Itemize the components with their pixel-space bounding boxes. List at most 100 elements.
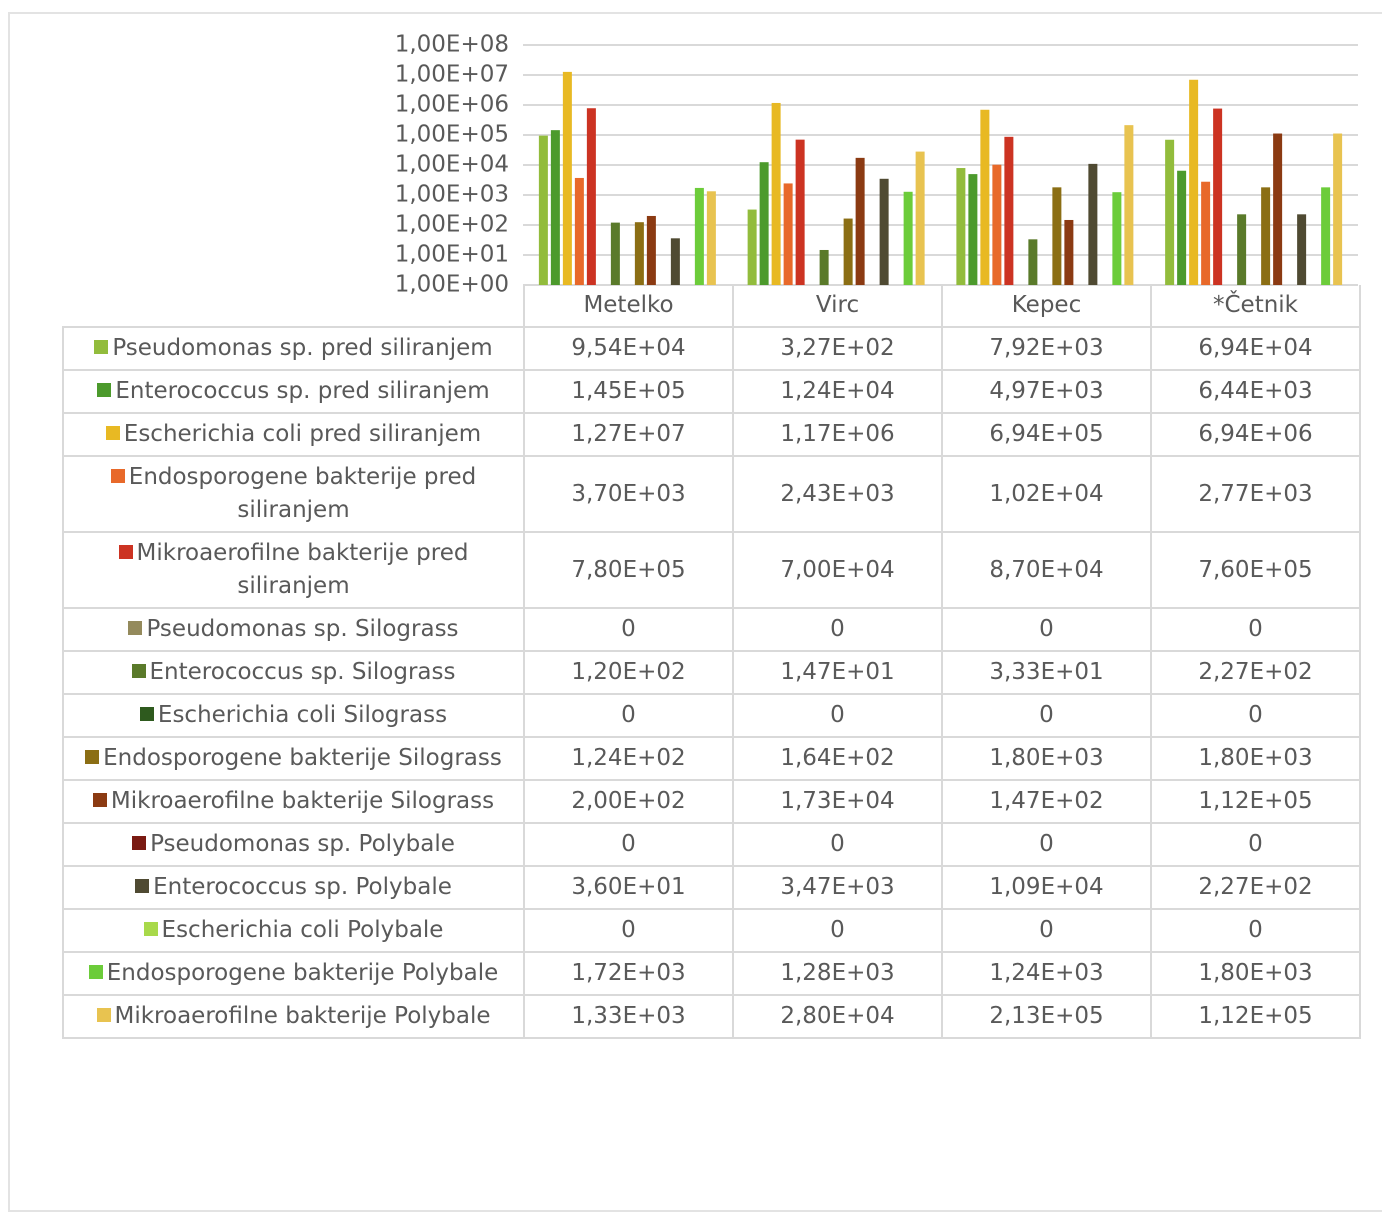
legend-swatch [105, 426, 120, 440]
legend-label: Enterococcus sp. Polybale [153, 874, 452, 900]
x-tick-label: Metelko [523, 285, 734, 328]
legend-cell: Escherichia coli Polybale [62, 908, 525, 953]
x-tick-label: Kepec [941, 285, 1152, 328]
bar [956, 168, 966, 285]
legend-label: Mikroaerofilne bakterije Polybale [114, 1003, 491, 1029]
bar [1064, 219, 1074, 285]
data-label: 2,27E+02 [1150, 865, 1361, 910]
data-label: 6,94E+04 [1150, 326, 1361, 371]
data-label: 1,24E+03 [941, 951, 1152, 996]
legend-swatch [139, 707, 154, 721]
data-label: 1,72E+03 [523, 951, 734, 996]
data-label: 0 [732, 607, 943, 652]
table-row: Enterococcus sp. Silograss 1,20E+02 1,47E+… [62, 650, 1361, 695]
data-label: 0 [941, 822, 1152, 867]
data-label: 1,33E+03 [523, 994, 734, 1039]
data-label: 0 [941, 607, 1152, 652]
data-label: 1,73E+04 [732, 779, 943, 824]
bar [795, 139, 805, 285]
data-label: 1,27E+07 [523, 412, 734, 457]
legend-cell: Enterococcus sp. Silograss [62, 650, 525, 695]
bar [992, 164, 1002, 285]
data-label: 8,70E+04 [941, 531, 1152, 609]
data-label: 4,97E+03 [941, 369, 1152, 414]
bar [1004, 136, 1014, 285]
x-tick-label: *Četnik [1150, 285, 1361, 328]
data-label: 6,94E+05 [941, 412, 1152, 457]
data-label: 1,24E+04 [732, 369, 943, 414]
data-label: 7,00E+04 [732, 531, 943, 609]
bar [1052, 187, 1062, 285]
legend-label: Endosporogene bakterije Silograss [103, 745, 502, 771]
table-row: Mikroaerofilne bakterije Polybale 1,33E+0… [62, 994, 1361, 1039]
bar [634, 222, 644, 285]
legend-label: Escherichia coli pred siliranjem [123, 421, 482, 447]
bar [1112, 192, 1122, 285]
bar [562, 71, 572, 285]
data-label: 6,44E+03 [1150, 369, 1361, 414]
header-row: Metelko Virc Kepec *Četnik [63, 285, 1361, 328]
data-label: 1,80E+03 [1150, 951, 1361, 996]
legend-swatch [135, 879, 150, 893]
legend-swatch [143, 922, 158, 936]
data-label: 3,70E+03 [523, 455, 734, 533]
bar [1297, 214, 1307, 285]
legend-cell: Endosporogene bakterije Polybale [62, 951, 525, 996]
legend-cell: Pseudomonas sp. Polybale [62, 822, 525, 867]
data-label: 0 [1150, 822, 1361, 867]
data-label: 1,28E+03 [732, 951, 943, 996]
data-label: 0 [732, 822, 943, 867]
legend-swatch [92, 793, 107, 807]
data-label: 2,43E+03 [732, 455, 943, 533]
data-label: 1,47E+02 [941, 779, 1152, 824]
legend-swatch [131, 664, 146, 678]
data-label: 0 [732, 908, 943, 953]
y-tick-label: 1,00E+00 [395, 272, 509, 298]
table-row: Pseudomonas sp. pred siliranjem 9,54E+04 3… [62, 326, 1361, 371]
data-label: 0 [732, 693, 943, 738]
bar [1189, 79, 1199, 285]
legend-label: Enterococcus sp. pred siliranjem [115, 378, 490, 404]
bar [1273, 133, 1283, 285]
legend-cell: Mikroaerofilne bakterije Silograss [62, 779, 525, 824]
data-label: 2,13E+05 [941, 994, 1152, 1039]
legend-cell: Mikroaerofilne bakterije pred siliranjem [62, 531, 525, 609]
data-label: 7,92E+03 [941, 326, 1152, 371]
table-row: Pseudomonas sp. Silograss 0 0 0 0 [62, 607, 1361, 652]
x-tick-label: Virc [732, 285, 943, 328]
data-label: 0 [1150, 693, 1361, 738]
table-row: Escherichia coli pred siliranjem 1,27E+07… [62, 412, 1361, 457]
table-row: Enterococcus sp. pred siliranjem 1,45E+05… [62, 369, 1361, 414]
data-label: 1,47E+01 [732, 650, 943, 695]
bar [1201, 181, 1211, 285]
data-label: 2,77E+03 [1150, 455, 1361, 533]
legend-swatch [94, 340, 109, 354]
bar [610, 222, 620, 285]
table-row: Endosporogene bakterije pred siliranjem 3… [62, 455, 1361, 533]
table-row: Mikroaerofilne bakterije pred siliranjem… [62, 531, 1361, 609]
blank-cell [63, 285, 524, 327]
legend-label: Endosporogene bakterije pred siliranjem [128, 464, 477, 523]
bar [819, 249, 829, 285]
data-label: 1,80E+03 [1150, 736, 1361, 781]
bar [771, 102, 781, 285]
data-label: 1,12E+05 [1150, 994, 1361, 1039]
data-label: 1,20E+02 [523, 650, 734, 695]
legend-cell: Endosporogene bakterije Silograss [62, 736, 525, 781]
data-label: 2,80E+04 [732, 994, 943, 1039]
bar [879, 178, 889, 285]
legend-cell: Escherichia coli pred siliranjem [62, 412, 525, 457]
y-tick-label: 1,00E+08 [395, 32, 509, 58]
bar [1124, 125, 1134, 285]
bar [747, 209, 757, 285]
bar [915, 151, 925, 285]
data-label: 2,00E+02 [523, 779, 734, 824]
table-row: Endosporogene bakterije Polybale 1,72E+03… [62, 951, 1361, 996]
y-tick-label: 1,00E+06 [395, 92, 509, 118]
bar [706, 191, 716, 285]
bar [1213, 108, 1223, 285]
bar [574, 177, 584, 285]
bar [646, 215, 656, 285]
bar [550, 130, 560, 285]
